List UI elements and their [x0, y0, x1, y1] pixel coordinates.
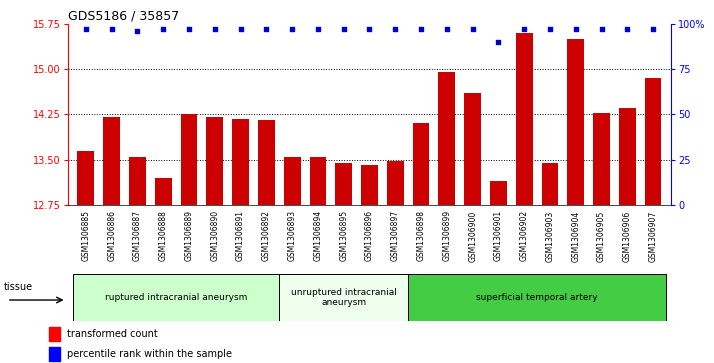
Bar — [155, 178, 171, 205]
Point — [648, 26, 659, 32]
Bar — [361, 164, 378, 205]
Text: GSM1306898: GSM1306898 — [416, 210, 426, 261]
Text: tissue: tissue — [4, 282, 33, 292]
Bar — [568, 39, 584, 205]
Text: GSM1306897: GSM1306897 — [391, 210, 400, 261]
Point — [312, 26, 323, 32]
Point — [595, 26, 607, 32]
Bar — [542, 163, 558, 205]
Bar — [387, 161, 403, 205]
Point — [544, 26, 555, 32]
Text: GSM1306899: GSM1306899 — [443, 210, 451, 261]
Point — [518, 26, 530, 32]
Text: superficial temporal artery: superficial temporal artery — [476, 293, 598, 302]
Point — [80, 26, 91, 32]
FancyBboxPatch shape — [408, 274, 666, 321]
Bar — [181, 114, 197, 205]
Point — [493, 39, 504, 45]
Text: GSM1306888: GSM1306888 — [159, 210, 168, 261]
Bar — [310, 157, 326, 205]
Text: GSM1306887: GSM1306887 — [133, 210, 142, 261]
Point — [235, 26, 246, 32]
Text: GSM1306894: GSM1306894 — [313, 210, 323, 261]
Point — [131, 28, 143, 34]
Point — [416, 26, 427, 32]
Point — [570, 26, 581, 32]
Bar — [258, 121, 275, 205]
Point — [338, 26, 349, 32]
Text: GDS5186 / 35857: GDS5186 / 35857 — [68, 9, 179, 23]
Text: GSM1306886: GSM1306886 — [107, 210, 116, 261]
Text: GSM1306901: GSM1306901 — [494, 210, 503, 261]
Point — [106, 26, 117, 32]
Point — [390, 26, 401, 32]
Text: GSM1306890: GSM1306890 — [211, 210, 219, 261]
Text: GSM1306885: GSM1306885 — [81, 210, 91, 261]
Bar — [438, 72, 456, 205]
Text: GSM1306893: GSM1306893 — [288, 210, 296, 261]
Bar — [232, 119, 249, 205]
Text: transformed count: transformed count — [66, 329, 157, 339]
FancyBboxPatch shape — [73, 274, 279, 321]
Text: GSM1306902: GSM1306902 — [520, 210, 528, 261]
Point — [363, 26, 375, 32]
Text: percentile rank within the sample: percentile rank within the sample — [66, 349, 231, 359]
Text: GSM1306891: GSM1306891 — [236, 210, 245, 261]
Bar — [464, 93, 481, 205]
Text: GSM1306889: GSM1306889 — [184, 210, 193, 261]
Text: GSM1306900: GSM1306900 — [468, 210, 477, 261]
Bar — [645, 78, 661, 205]
Text: GSM1306906: GSM1306906 — [623, 210, 632, 261]
Point — [158, 26, 169, 32]
FancyBboxPatch shape — [279, 274, 408, 321]
Text: GSM1306907: GSM1306907 — [648, 210, 658, 261]
Bar — [516, 33, 533, 205]
Bar — [104, 117, 120, 205]
Bar — [283, 157, 301, 205]
Bar — [49, 327, 60, 341]
Text: GSM1306905: GSM1306905 — [597, 210, 606, 261]
Bar — [490, 181, 507, 205]
Bar — [129, 157, 146, 205]
Text: ruptured intracranial aneurysm: ruptured intracranial aneurysm — [105, 293, 247, 302]
Bar — [336, 163, 352, 205]
Point — [441, 26, 453, 32]
Text: GSM1306892: GSM1306892 — [262, 210, 271, 261]
Text: GSM1306896: GSM1306896 — [365, 210, 374, 261]
Text: GSM1306903: GSM1306903 — [545, 210, 555, 261]
Bar — [413, 123, 429, 205]
Point — [183, 26, 195, 32]
Text: GSM1306904: GSM1306904 — [571, 210, 580, 261]
Point — [209, 26, 221, 32]
Bar — [49, 347, 60, 361]
Point — [622, 26, 633, 32]
Bar — [78, 151, 94, 205]
Bar — [593, 113, 610, 205]
Bar — [206, 117, 223, 205]
Bar — [619, 108, 635, 205]
Point — [467, 26, 478, 32]
Point — [286, 26, 298, 32]
Text: GSM1306895: GSM1306895 — [339, 210, 348, 261]
Text: unruptured intracranial
aneurysm: unruptured intracranial aneurysm — [291, 288, 397, 307]
Point — [261, 26, 272, 32]
